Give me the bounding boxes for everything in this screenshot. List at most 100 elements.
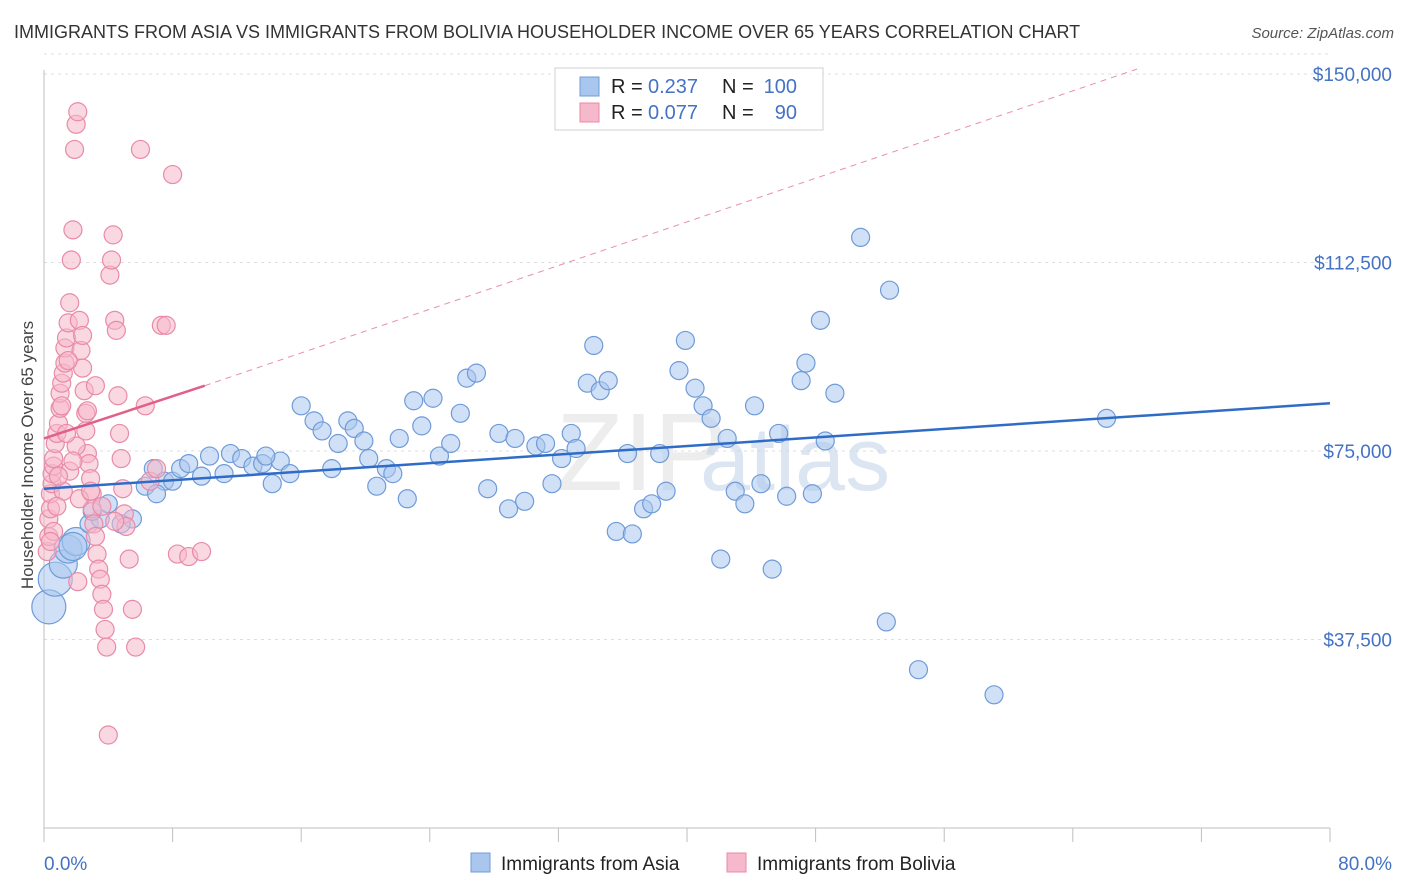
asia-point xyxy=(199,446,220,466)
legend-n-value-asia: 100 xyxy=(764,76,797,98)
bolivia-point xyxy=(156,315,176,335)
chart-title: IMMIGRANTS FROM ASIA VS IMMIGRANTS FROM … xyxy=(14,22,1080,42)
legend: R = 0.237 N = 100 R = 0.077 N = 90 xyxy=(554,67,824,131)
asia-point xyxy=(535,433,556,454)
bolivia-point xyxy=(63,220,83,240)
asia-point xyxy=(478,479,498,499)
trendline-bolivia xyxy=(43,384,206,440)
bolivia-point xyxy=(106,320,126,340)
asia-point xyxy=(354,431,374,451)
asia-point xyxy=(815,431,835,451)
bolivia-point xyxy=(109,423,130,444)
asia-point xyxy=(312,421,332,441)
x-ticks xyxy=(43,828,1331,842)
y-tick-label: $150,000 xyxy=(1313,65,1392,86)
bottom-legend-swatch-asia xyxy=(470,852,491,873)
y-tick-label: $112,500 xyxy=(1314,254,1392,275)
asia-point xyxy=(769,423,789,444)
bottom-legend: Immigrants from Asia Immigrants from Bol… xyxy=(470,852,956,875)
bolivia-point xyxy=(85,526,106,547)
bolivia-point xyxy=(105,511,125,531)
y-tick-labels: $37,500 $75,000 $112,500 $150,000 xyxy=(1313,65,1392,651)
legend-n-value-bolivia: 90 xyxy=(775,102,797,124)
asia-point xyxy=(622,524,642,544)
asia-point xyxy=(450,403,470,423)
asia-point xyxy=(851,227,871,248)
asia-point xyxy=(179,453,199,474)
chart-source: Source: ZipAtlas.com xyxy=(1251,25,1394,42)
bolivia-point xyxy=(92,496,112,516)
bolivia-point xyxy=(191,541,212,562)
asia-point xyxy=(441,433,461,454)
bolivia-point xyxy=(126,637,146,657)
asia-point xyxy=(744,396,765,416)
bolivia-point xyxy=(52,396,72,416)
asia-point xyxy=(908,660,929,680)
asia-point xyxy=(879,280,900,300)
asia-point xyxy=(876,612,896,632)
trendlines xyxy=(43,68,1331,490)
asia-point xyxy=(515,491,535,511)
asia-point xyxy=(423,388,443,408)
asia-point xyxy=(291,396,311,416)
series-asia-points xyxy=(31,227,1117,705)
bolivia-point xyxy=(47,496,67,516)
asia-point xyxy=(383,464,403,484)
y-tick-label: $75,000 xyxy=(1323,442,1392,463)
bolivia-point xyxy=(93,599,114,619)
series-bolivia-points xyxy=(37,102,212,745)
asia-point xyxy=(701,408,721,428)
bolivia-point xyxy=(95,619,115,640)
legend-n-label-bolivia: N = xyxy=(722,102,754,124)
asia-point xyxy=(214,464,234,484)
bolivia-point xyxy=(163,164,183,185)
legend-r-label-bolivia: R = xyxy=(611,102,643,124)
asia-point xyxy=(802,484,822,504)
bolivia-point xyxy=(40,531,61,552)
bolivia-point xyxy=(122,599,143,619)
asia-point xyxy=(685,378,705,398)
asia-point xyxy=(825,383,845,403)
bolivia-point xyxy=(60,293,80,313)
asia-point xyxy=(404,391,424,411)
y-axis-label: Householder Income Over 65 years xyxy=(18,321,37,589)
asia-point xyxy=(984,685,1004,705)
bolivia-point xyxy=(77,401,98,421)
bottom-legend-label-asia: Immigrants from Asia xyxy=(501,854,680,875)
asia-point xyxy=(656,481,676,501)
bolivia-point xyxy=(85,376,106,396)
bolivia-point xyxy=(72,325,93,346)
legend-swatch-asia xyxy=(579,76,600,97)
bolivia-point xyxy=(98,725,118,745)
asia-point xyxy=(617,443,638,464)
asia-point xyxy=(466,363,487,383)
bolivia-point xyxy=(119,549,139,569)
asia-point xyxy=(412,416,432,436)
bottom-legend-swatch-bolivia xyxy=(726,852,747,873)
bolivia-point xyxy=(108,386,128,406)
legend-r-value-asia: 0.237 xyxy=(648,76,698,98)
bolivia-point xyxy=(130,139,151,160)
bolivia-point xyxy=(58,350,78,371)
grid xyxy=(44,53,1330,641)
asia-point xyxy=(598,371,618,391)
asia-point xyxy=(505,428,525,449)
asia-point xyxy=(262,474,282,494)
bolivia-point xyxy=(61,250,81,270)
legend-n-label-asia: N = xyxy=(722,76,754,98)
asia-point xyxy=(191,466,212,486)
asia-point xyxy=(359,448,379,469)
bolivia-point xyxy=(111,448,131,469)
asia-point xyxy=(58,531,88,562)
asia-point xyxy=(606,521,626,542)
asia-point xyxy=(256,446,276,466)
legend-r-label-asia: R = xyxy=(611,76,643,98)
asia-point xyxy=(542,474,562,494)
asia-point xyxy=(751,474,771,494)
asia-point xyxy=(711,549,731,569)
asia-point xyxy=(328,433,348,454)
legend-r-value-bolivia: 0.077 xyxy=(648,102,698,124)
x-tick-label-max: 80.0% xyxy=(1338,854,1392,875)
asia-point xyxy=(735,494,755,514)
